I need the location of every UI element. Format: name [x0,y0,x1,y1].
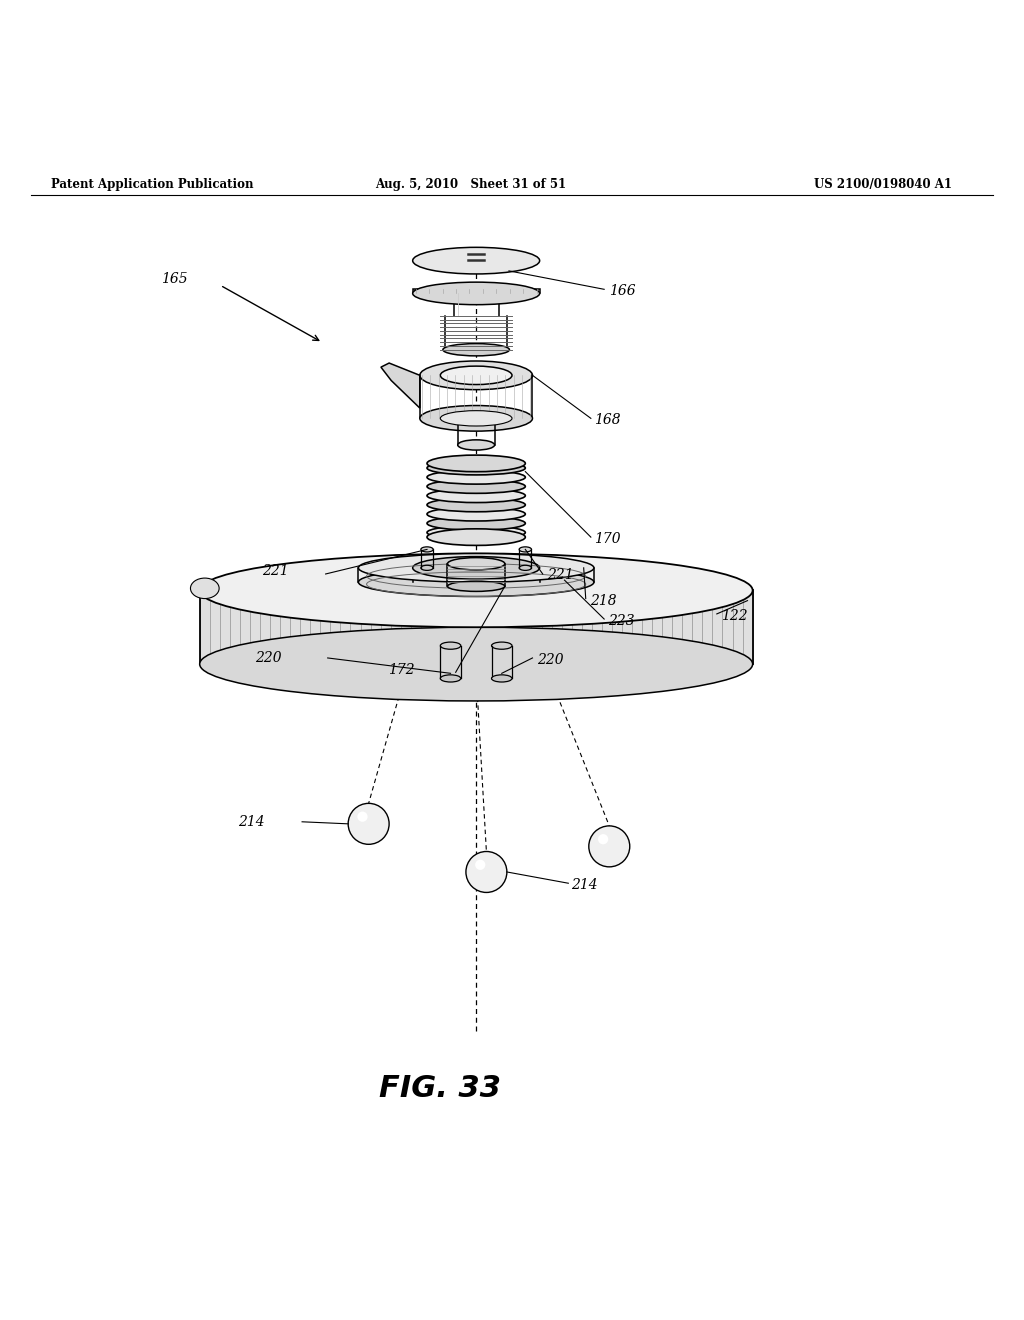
Ellipse shape [492,642,512,649]
Ellipse shape [519,546,531,552]
Text: 168: 168 [594,413,621,428]
Ellipse shape [200,627,753,701]
Circle shape [466,851,507,892]
Ellipse shape [427,525,525,540]
Ellipse shape [440,675,461,682]
Text: US 2100/0198040 A1: US 2100/0198040 A1 [814,178,952,191]
Text: 172: 172 [388,663,415,677]
Ellipse shape [413,282,540,305]
Circle shape [357,812,368,822]
Ellipse shape [200,553,753,627]
Ellipse shape [427,461,525,475]
Ellipse shape [190,578,219,598]
Ellipse shape [421,565,433,570]
Circle shape [598,834,608,845]
Ellipse shape [440,411,512,426]
Polygon shape [200,590,753,664]
Text: 214: 214 [571,878,598,892]
Ellipse shape [427,488,525,503]
Ellipse shape [420,405,532,432]
Text: 165: 165 [161,272,187,286]
Text: 221: 221 [547,568,573,582]
Polygon shape [413,289,540,293]
Ellipse shape [427,529,525,545]
Ellipse shape [458,440,495,450]
Ellipse shape [442,343,510,356]
Text: Patent Application Publication: Patent Application Publication [51,178,254,191]
Text: 223: 223 [608,614,635,628]
Text: 220: 220 [537,653,563,667]
Text: 220: 220 [255,651,282,665]
Ellipse shape [427,470,525,484]
Circle shape [589,826,630,867]
Circle shape [475,859,485,870]
Text: 218: 218 [590,594,616,607]
Text: 221: 221 [262,564,289,578]
Text: 170: 170 [594,532,621,546]
Ellipse shape [447,581,505,591]
Ellipse shape [427,507,525,521]
Ellipse shape [420,360,532,389]
Text: 122: 122 [721,609,748,623]
Text: Aug. 5, 2010   Sheet 31 of 51: Aug. 5, 2010 Sheet 31 of 51 [376,178,566,191]
Ellipse shape [413,247,540,275]
Ellipse shape [358,553,594,582]
Ellipse shape [440,642,461,649]
Ellipse shape [421,546,433,552]
Polygon shape [381,363,420,408]
Text: 166: 166 [609,284,636,298]
Ellipse shape [427,498,525,512]
Ellipse shape [519,565,531,570]
Ellipse shape [440,366,512,384]
Text: 214: 214 [238,814,264,829]
Ellipse shape [358,568,594,597]
Ellipse shape [427,479,525,494]
Ellipse shape [447,557,505,570]
Circle shape [348,804,389,845]
Ellipse shape [427,516,525,531]
Ellipse shape [427,455,525,471]
Ellipse shape [413,557,540,579]
Text: FIG. 33: FIG. 33 [379,1073,502,1102]
Ellipse shape [492,675,512,682]
